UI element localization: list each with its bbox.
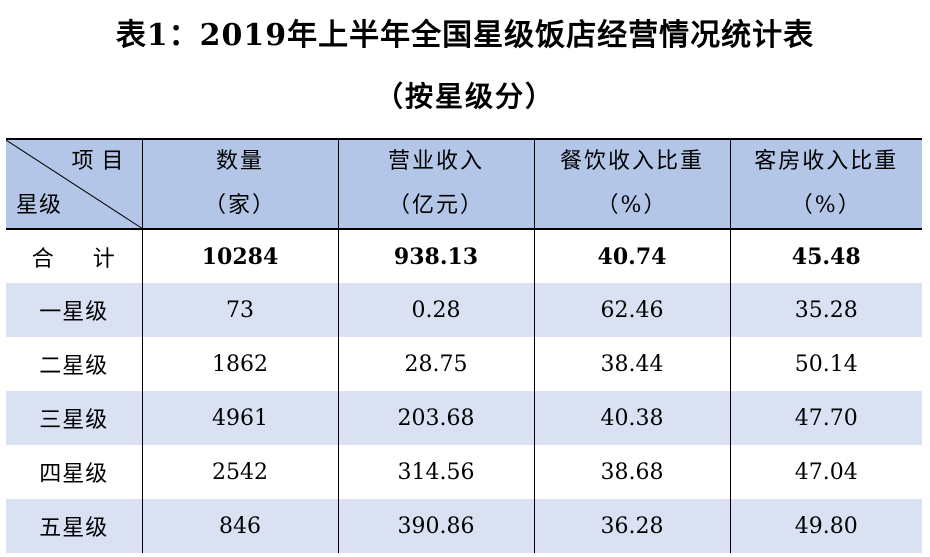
column-header-label: 营业收入 [387,149,484,174]
row-label: 一星级 [6,283,142,337]
cell-revenue: 314.56 [337,445,534,499]
cell-room-share: 49.80 [729,499,922,553]
row-label: 五星级 [6,499,142,553]
cell-count: 1862 [141,337,338,391]
column-header-label: 餐饮收入比重 [559,149,704,174]
row-label: 二星级 [39,354,109,379]
table-row: 三星级 4961 203.68 40.38 47.70 [6,391,922,445]
cell-count: 846 [141,499,338,553]
column-header-label: 客房收入比重 [754,149,899,174]
table-row: 四星级 2542 314.56 38.68 47.04 [6,445,922,499]
hotel-statistics-table: 项目 星级 数量 （家） 营业收入 （亿元） 餐饮收入比重 （%） 客房收入比重… [6,138,922,553]
cell-revenue: 28.75 [337,337,534,391]
cell-count: 10284 [141,229,338,283]
cell-revenue: 390.86 [337,499,534,553]
cell-catering-share: 38.44 [533,337,730,391]
column-header-label: 数量 [215,149,264,174]
column-header-unit: （亿元） [387,193,484,218]
cell-catering-share: 62.46 [533,283,730,337]
column-header-count: 数量 （家） [141,138,338,230]
cell-room-share: 47.70 [729,391,922,445]
cell-catering-share: 36.28 [533,499,730,553]
column-header-unit: （%） [596,193,668,218]
cell-room-share: 45.48 [729,229,922,283]
column-header-unit: （%） [790,193,862,218]
table-row-total: 合 计 10284 938.13 40.74 45.48 [6,229,922,283]
cell-room-share: 35.28 [729,283,922,337]
cell-room-share: 47.04 [729,445,922,499]
cell-count: 2542 [141,445,338,499]
diagonal-divider-line [6,140,142,228]
cell-revenue: 0.28 [337,283,534,337]
header-row: 项目 星级 数量 （家） 营业收入 （亿元） 餐饮收入比重 （%） 客房收入比重… [6,138,922,230]
table-row: 一星级 73 0.28 62.46 35.28 [6,283,922,337]
column-header-catering-share: 餐饮收入比重 （%） [533,138,730,230]
cell-revenue: 203.68 [337,391,534,445]
column-header-revenue: 营业收入 （亿元） [337,138,534,230]
corner-item-label: 项目 [71,149,132,174]
cell-catering-share: 40.74 [533,229,730,283]
row-label: 合 计 [31,246,116,272]
cell-revenue: 938.13 [337,229,534,283]
table-title: 表1：2019年上半年全国星级饭店经营情况统计表 [115,18,815,53]
table-subtitle: （按星级分） [374,80,555,113]
cell-count: 4961 [141,391,338,445]
cell-catering-share: 40.38 [533,391,730,445]
cell-catering-share: 38.68 [533,445,730,499]
cell-room-share: 50.14 [729,337,922,391]
corner-header-cell: 项目 星级 [6,138,142,230]
corner-grade-label: 星级 [16,193,63,218]
column-header-unit: （家） [203,193,276,218]
table-row: 五星级 846 390.86 36.28 49.80 [6,499,922,553]
table-row: 二星级 1862 28.75 38.44 50.14 [6,337,922,391]
row-label: 四星级 [39,462,109,487]
column-header-room-share: 客房收入比重 （%） [729,138,922,230]
row-label: 三星级 [6,391,142,445]
cell-count: 73 [141,283,338,337]
